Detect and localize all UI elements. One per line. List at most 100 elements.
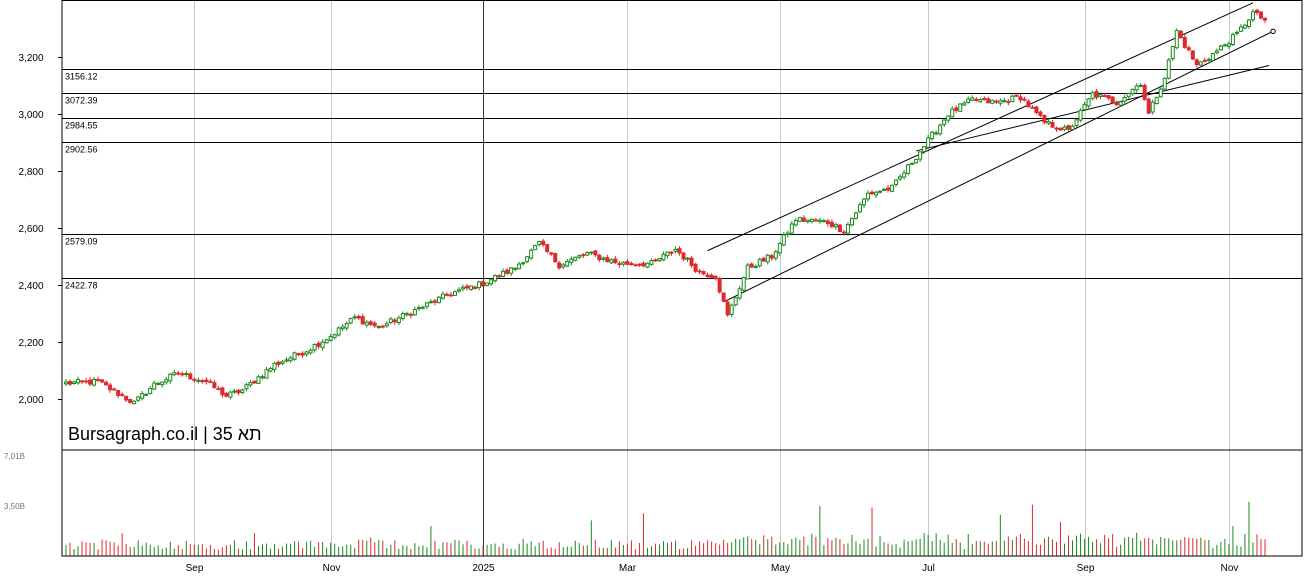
candle-body [436, 296, 441, 304]
candle-body [196, 379, 201, 382]
candle-body [1002, 99, 1007, 103]
candle-body [821, 220, 826, 223]
candle-body [725, 301, 730, 316]
candle-body [573, 256, 578, 261]
candle-body [1022, 98, 1027, 101]
candle-body [882, 188, 887, 191]
candle-body [853, 212, 858, 219]
candle-body [886, 187, 891, 191]
candle-body [493, 275, 498, 282]
candle-body [609, 259, 614, 264]
candle-body [84, 380, 89, 383]
candle-body [701, 271, 706, 275]
candle-body [545, 244, 550, 252]
candle-body [300, 352, 305, 356]
candle-body [998, 100, 1003, 104]
candle-body [1190, 50, 1195, 60]
axis-layer: Sep Nov 2025 Mar May Jul Sep Nov 2,000 2,200 2,400… [4, 0, 1303, 574]
candle-body [316, 342, 321, 347]
candle-body [284, 359, 289, 362]
candle-body [958, 103, 963, 112]
level-label: 3072.39 [65, 96, 98, 106]
x-tick-label: Sep [1077, 563, 1095, 574]
candle-body [717, 277, 722, 293]
candle-body [753, 265, 758, 268]
candle-body [797, 217, 802, 222]
x-tick-label: Nov [1221, 563, 1239, 574]
candle-body [96, 378, 101, 381]
candle-body [360, 316, 365, 325]
channel-handle [1270, 28, 1276, 35]
candle-body [942, 119, 947, 125]
candle-body [641, 262, 646, 267]
candle-body [1254, 9, 1259, 14]
candle-body [252, 380, 257, 384]
candle-body [76, 378, 81, 384]
candle-body [513, 267, 518, 270]
candle-body [537, 241, 542, 246]
candle-body [477, 281, 482, 289]
candle-body [180, 373, 185, 376]
candle-body [1034, 106, 1039, 113]
candle-body [978, 99, 983, 103]
candle-body [874, 191, 879, 196]
candle-body [204, 379, 209, 383]
candle-body [428, 301, 433, 304]
candle-body [388, 318, 393, 323]
y-tick-label: 3,000 [18, 110, 43, 121]
candle-body [1094, 91, 1099, 98]
candle-body [501, 270, 506, 277]
candle-body [577, 255, 582, 258]
candle-body [376, 326, 381, 329]
candle-body [1086, 98, 1091, 107]
candle-body [705, 274, 710, 278]
candle-body [669, 251, 674, 254]
candle-body [1146, 98, 1151, 114]
candle-body [737, 288, 742, 299]
candle-body [296, 353, 301, 356]
candle-body [525, 256, 530, 263]
candle-body [440, 293, 445, 299]
candle-body [324, 339, 329, 344]
candle-body [918, 151, 923, 160]
candle-body [1238, 26, 1243, 32]
candle-body [982, 98, 987, 101]
candle-body [184, 373, 189, 376]
candle-body [104, 381, 109, 386]
candle-body [368, 321, 373, 326]
candle-body [168, 373, 173, 382]
candle-body [914, 159, 919, 164]
candle-body [1142, 84, 1147, 100]
x-tick-label: May [771, 563, 790, 574]
y-tick-label: 3,200 [18, 53, 43, 64]
candle-body [1218, 45, 1223, 51]
candle-body [148, 387, 153, 394]
candle-body [517, 263, 522, 270]
candle-body [348, 317, 353, 324]
candle-body [581, 254, 586, 257]
candle-body [72, 381, 77, 384]
candle-body [1234, 31, 1239, 34]
candle-body [1014, 94, 1019, 97]
candle-body [416, 307, 421, 310]
candle-body [1222, 44, 1227, 47]
candle-body [1078, 109, 1083, 121]
candle-body [384, 323, 389, 327]
candle-body [136, 396, 141, 401]
candle-body [481, 281, 486, 287]
candle-body [589, 251, 594, 254]
candle-body [845, 224, 850, 234]
candle-body [140, 392, 145, 399]
candle-body [1138, 84, 1143, 87]
candle-body [212, 382, 217, 389]
candle-body [1230, 34, 1235, 46]
candle-body [934, 132, 939, 135]
candle-body [100, 379, 105, 383]
candle-body [260, 376, 265, 379]
candle-body [408, 313, 413, 316]
candle-body [1114, 102, 1119, 106]
candle-body [336, 327, 341, 336]
candle-body [861, 198, 866, 206]
candle-body [1162, 77, 1167, 90]
candle-body [1090, 92, 1095, 99]
